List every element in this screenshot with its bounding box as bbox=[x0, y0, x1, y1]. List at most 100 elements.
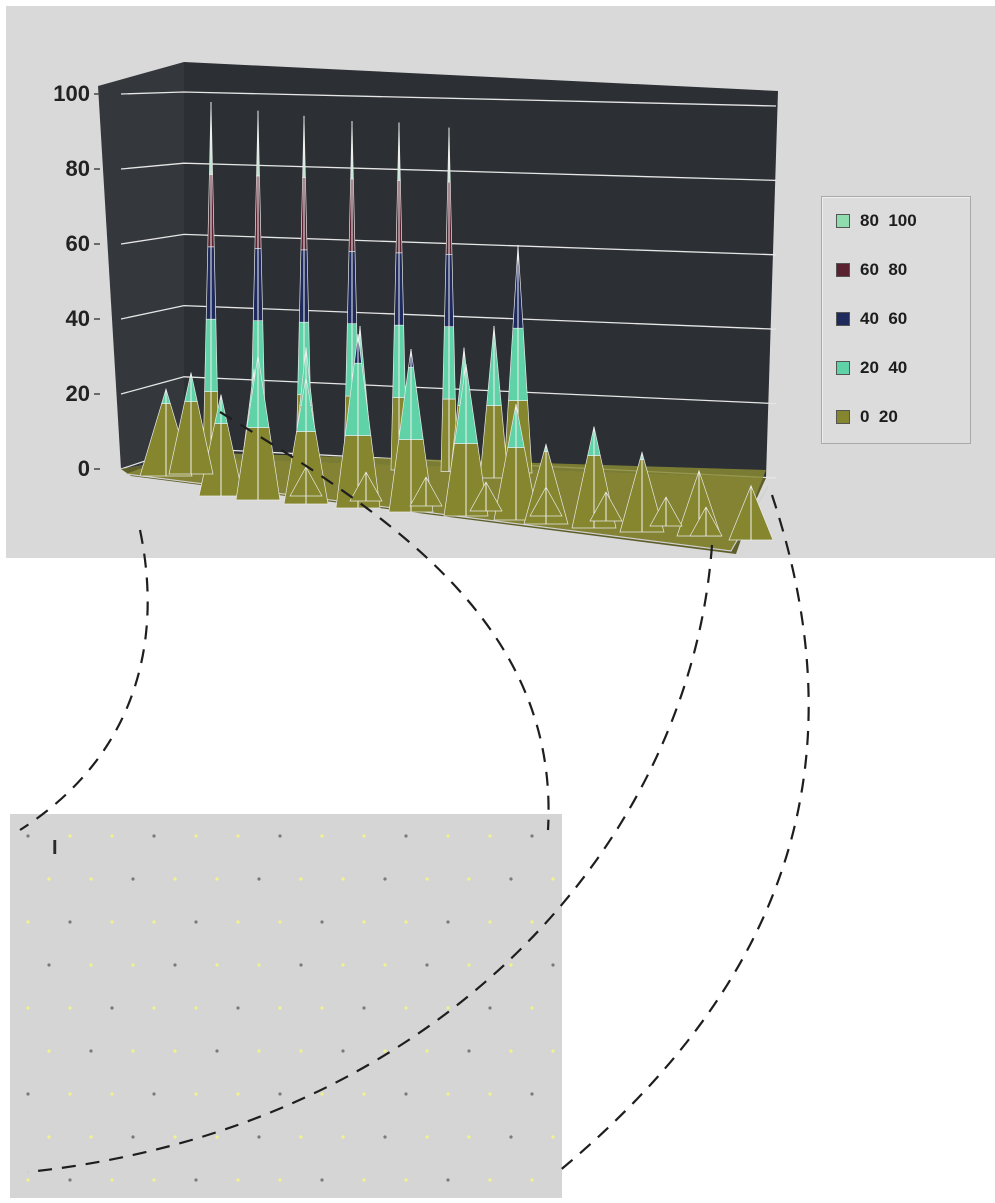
legend-swatch bbox=[836, 263, 850, 277]
legend-swatch bbox=[836, 214, 850, 228]
sensor-dot bbox=[68, 1178, 72, 1182]
sensor-dot bbox=[68, 1092, 72, 1096]
sensor-dot bbox=[278, 1178, 282, 1182]
sensor-dot bbox=[383, 963, 387, 967]
sensor-dot bbox=[236, 920, 240, 924]
sensor-dot bbox=[320, 834, 324, 838]
sensor-dot bbox=[509, 1135, 513, 1139]
back-wall bbox=[184, 62, 778, 478]
sensor-dot bbox=[215, 963, 219, 967]
sensor-dot bbox=[530, 1178, 534, 1182]
sensor-dot bbox=[47, 1049, 51, 1053]
sensor-dot bbox=[551, 1135, 555, 1139]
sensor-grid: I bbox=[26, 834, 555, 1182]
sensor-dot bbox=[236, 1092, 240, 1096]
sensor-dot bbox=[488, 920, 492, 924]
sensor-dot bbox=[320, 920, 324, 924]
sensor-dot bbox=[110, 834, 114, 838]
legend-label: 60 80 bbox=[860, 260, 908, 279]
sensor-dot bbox=[446, 834, 450, 838]
sensor-dot bbox=[299, 877, 303, 881]
sensor-dot bbox=[173, 1135, 177, 1139]
sensor-dot bbox=[530, 1006, 534, 1010]
sensor-dot bbox=[425, 1135, 429, 1139]
sensor-dot bbox=[152, 920, 156, 924]
sensor-dot bbox=[110, 1006, 114, 1010]
sensor-dot bbox=[446, 1178, 450, 1182]
sensor-dot bbox=[110, 920, 114, 924]
sensor-dot bbox=[257, 963, 261, 967]
sensor-dot bbox=[26, 1178, 30, 1182]
sensor-dot bbox=[152, 1092, 156, 1096]
sensor-grid-panel: I bbox=[10, 814, 562, 1198]
sensor-dot bbox=[194, 1092, 198, 1096]
sensor-dot bbox=[215, 877, 219, 881]
sensor-dot bbox=[26, 834, 30, 838]
sensor-dot bbox=[383, 877, 387, 881]
sensor-dot bbox=[131, 877, 135, 881]
sensor-dot bbox=[446, 1092, 450, 1096]
sensor-dot bbox=[509, 963, 513, 967]
sensor-dot bbox=[404, 920, 408, 924]
sensor-dot bbox=[236, 1178, 240, 1182]
sensor-dot bbox=[236, 1006, 240, 1010]
sensor-dot bbox=[446, 920, 450, 924]
sensor-dot bbox=[341, 963, 345, 967]
gridline bbox=[120, 376, 777, 405]
legend-item: 60 80 bbox=[836, 258, 907, 282]
legend-item: 20 40 bbox=[836, 356, 907, 380]
sensor-dot bbox=[299, 963, 303, 967]
sensor-dot bbox=[194, 920, 198, 924]
z-tick-label: 20 bbox=[66, 381, 90, 406]
sensor-dot bbox=[68, 1006, 72, 1010]
sensor-dot bbox=[362, 1006, 366, 1010]
sensor-dot bbox=[278, 920, 282, 924]
sensor-dot bbox=[194, 1006, 198, 1010]
sensor-dot bbox=[530, 834, 534, 838]
sensor-dot bbox=[509, 1049, 513, 1053]
sensor-dot bbox=[425, 877, 429, 881]
gridline bbox=[120, 91, 777, 107]
sensor-dot bbox=[89, 877, 93, 881]
gridline bbox=[120, 162, 777, 182]
sensor-dot bbox=[131, 1049, 135, 1053]
sensor-dot bbox=[551, 877, 555, 881]
sensor-dot bbox=[47, 963, 51, 967]
sensor-dot bbox=[341, 1049, 345, 1053]
sensor-dot bbox=[446, 1006, 450, 1010]
sensor-dot bbox=[362, 834, 366, 838]
connector-right bbox=[557, 494, 810, 1173]
sensor-dot bbox=[257, 1135, 261, 1139]
sensor-dot bbox=[194, 1178, 198, 1182]
sensor-dot bbox=[467, 1135, 471, 1139]
sensor-dot bbox=[551, 1049, 555, 1053]
sensor-dot bbox=[341, 1135, 345, 1139]
sensor-dot bbox=[467, 963, 471, 967]
legend-label: 0 20 bbox=[860, 407, 898, 426]
sensor-dot bbox=[299, 1049, 303, 1053]
legend-swatch bbox=[836, 361, 850, 375]
sensor-dot bbox=[488, 1006, 492, 1010]
inset-marker: I bbox=[52, 837, 58, 859]
sensor-dot bbox=[488, 1178, 492, 1182]
sensor-dot bbox=[236, 834, 240, 838]
sensor-dot bbox=[383, 1135, 387, 1139]
sensor-dot bbox=[404, 834, 408, 838]
legend-item: 40 60 bbox=[836, 307, 907, 331]
sensor-dot bbox=[89, 1049, 93, 1053]
sensor-dot bbox=[89, 1135, 93, 1139]
sensor-dot bbox=[278, 1092, 282, 1096]
legend-swatch bbox=[836, 312, 850, 326]
sensor-dot bbox=[173, 877, 177, 881]
z-tick-label: 60 bbox=[66, 231, 90, 256]
sensor-dot bbox=[341, 877, 345, 881]
sensor-dot bbox=[110, 1178, 114, 1182]
sensor-dot bbox=[26, 1092, 30, 1096]
sensor-dot bbox=[173, 1049, 177, 1053]
chart-legend: 80 100 60 80 40 60 20 40 0 20 bbox=[821, 196, 971, 444]
legend-label: 40 60 bbox=[860, 309, 908, 328]
legend-label: 80 100 bbox=[860, 211, 917, 230]
sensor-dot bbox=[131, 1135, 135, 1139]
sensor-dot bbox=[530, 920, 534, 924]
sensor-dot bbox=[131, 963, 135, 967]
